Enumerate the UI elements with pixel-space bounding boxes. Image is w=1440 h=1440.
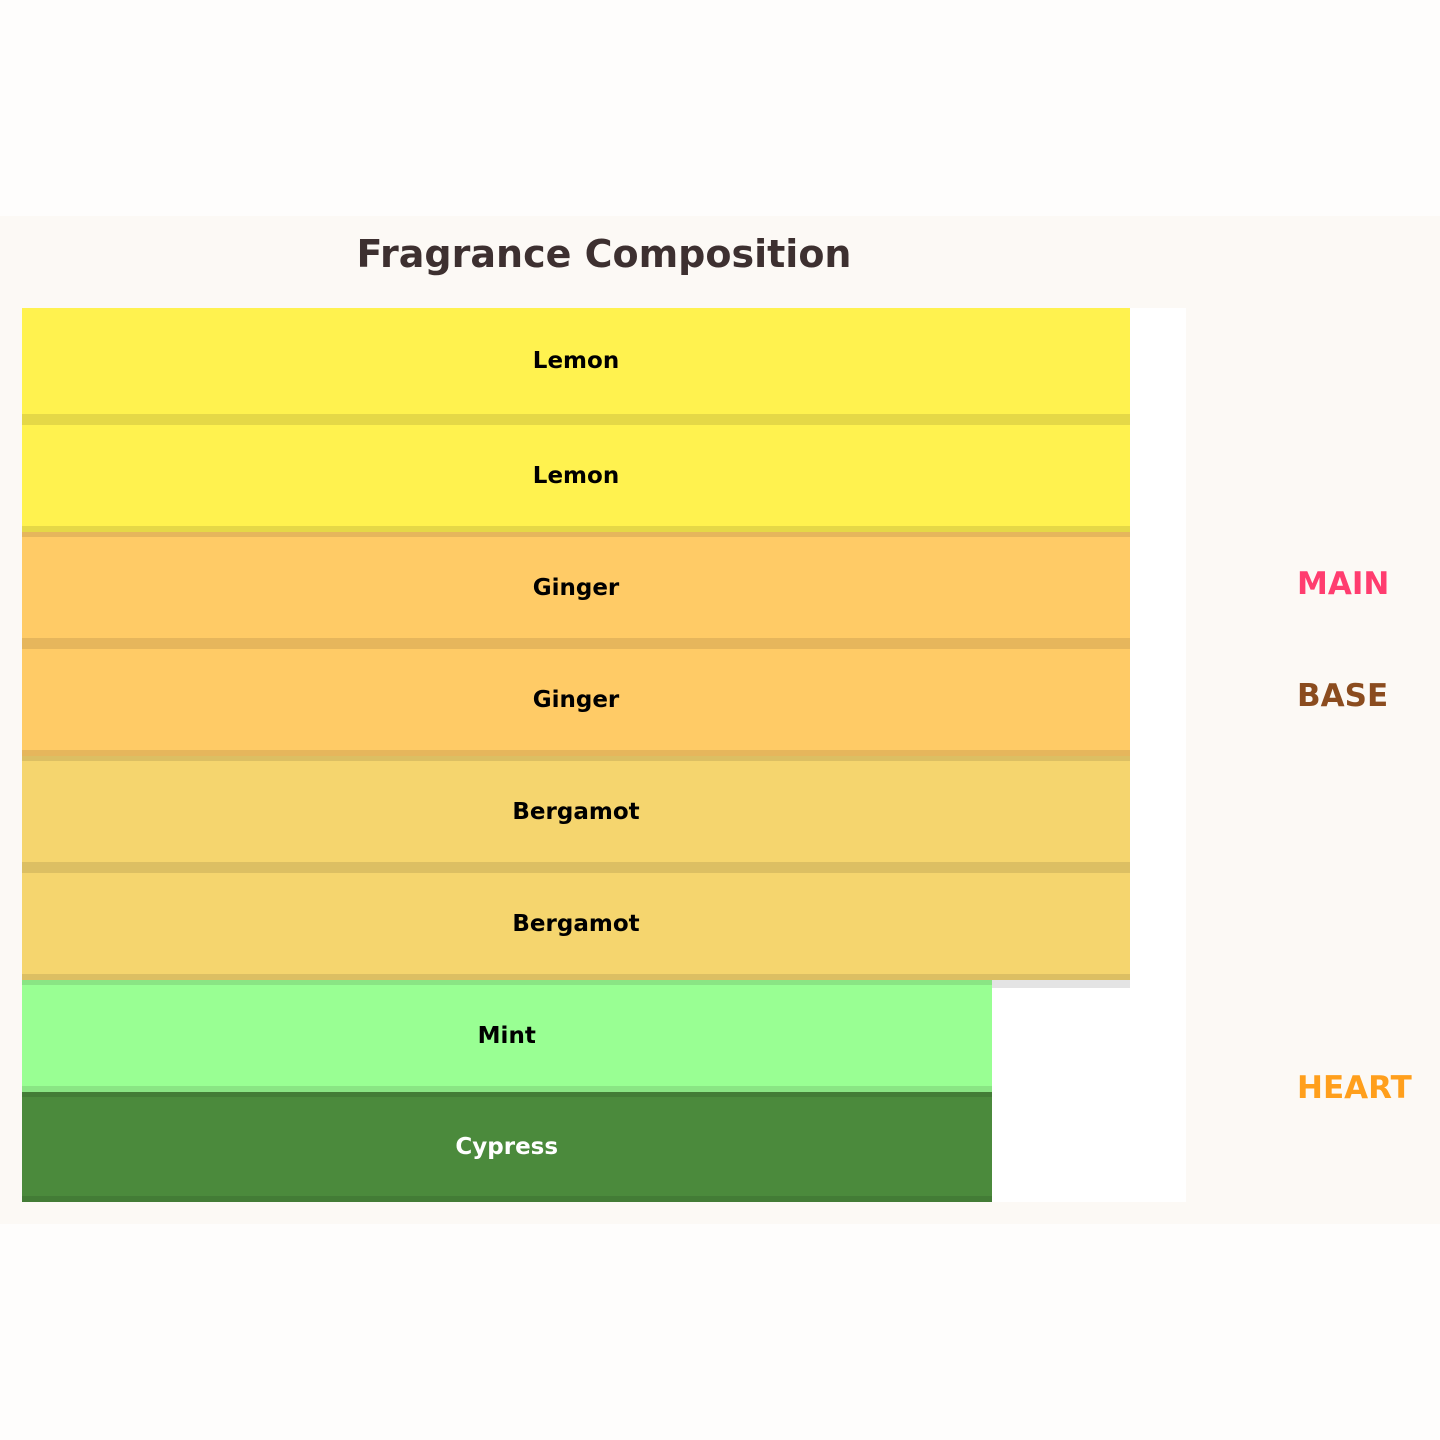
bar-ginger: Ginger	[22, 532, 1130, 644]
bar-label: Mint	[477, 1022, 536, 1049]
step-shadow	[991, 980, 1130, 988]
chart-title: Fragrance Composition	[356, 232, 852, 276]
bar-label: Bergamot	[512, 910, 640, 937]
bar-label: Bergamot	[512, 798, 640, 825]
bar-cypress: Cypress	[22, 1092, 992, 1202]
bar-label: Ginger	[532, 574, 620, 601]
bar-lemon: Lemon	[22, 308, 1130, 420]
bar-lemon: Lemon	[22, 420, 1130, 532]
bar-bergamot: Bergamot	[22, 868, 1130, 980]
bar-ginger: Ginger	[22, 644, 1130, 756]
plot-area: Lemon Lemon Ginger Ginger Bergamot Bergamot Mi…	[22, 308, 1186, 1202]
bar-label: Ginger	[532, 686, 620, 713]
legend-heart: HEART	[1297, 1070, 1412, 1106]
bar-mint: Mint	[22, 980, 992, 1092]
legend-base: BASE	[1297, 678, 1389, 714]
bar-bergamot: Bergamot	[22, 756, 1130, 868]
bar-label: Lemon	[532, 462, 620, 489]
bar-label: Lemon	[532, 348, 620, 374]
bar-label: Cypress	[455, 1133, 559, 1160]
legend-main: MAIN	[1297, 566, 1390, 602]
